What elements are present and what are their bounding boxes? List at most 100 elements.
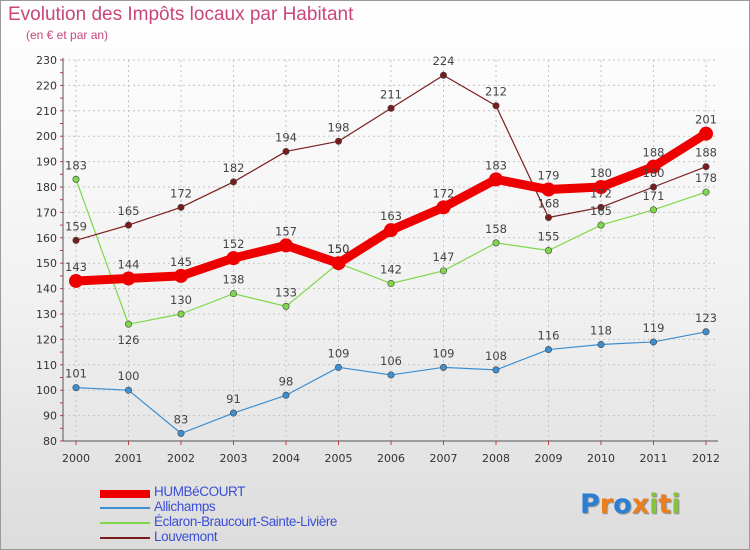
logo-letter: i [649,489,659,520]
data-label: 159 [65,219,87,233]
data-point [384,223,398,238]
data-point [121,271,136,286]
data-label: 188 [695,146,717,160]
data-label: 155 [538,230,560,244]
data-label: 144 [118,257,140,271]
logo-letter: t [658,489,672,520]
data-point [597,340,605,348]
data-point [282,302,290,310]
data-label: 109 [433,346,455,360]
data-label: 138 [223,273,245,287]
data-label: 178 [695,171,717,185]
data-point [387,104,395,112]
data-point [226,251,241,266]
data-label: 130 [170,293,192,307]
y-tick-label: 100 [36,384,57,397]
y-tick-label: 130 [36,308,57,321]
data-label: 224 [433,54,455,68]
legend-swatch [100,490,150,498]
data-label: 158 [485,222,507,236]
data-label: 172 [433,186,455,200]
data-label: 91 [226,392,241,406]
legend-swatch [100,522,150,524]
y-tick-label: 170 [36,206,57,219]
data-point [492,102,500,110]
data-point [702,328,710,336]
chart-title: Evolution des Impôts locaux par Habitant [8,4,354,25]
data-label: 212 [485,85,507,99]
series-line-allichamps [75,331,707,434]
chart-subtitle: (en € et par an) [26,28,109,42]
data-label: 180 [590,166,612,180]
legend-swatch [100,507,150,509]
data-point [436,200,451,215]
data-point [279,238,293,253]
data-point [594,180,608,194]
data-label: 147 [433,250,455,264]
data-point [489,172,503,187]
data-label: 172 [590,186,612,200]
data-point [334,363,342,371]
x-tick-label: 2011 [640,452,668,465]
data-label: 179 [538,169,560,183]
data-label: 150 [328,242,350,256]
data-point [702,188,710,196]
data-label: 180 [643,166,665,180]
logo-letter: r [599,489,614,520]
x-tick-label: 2007 [430,452,458,465]
logo-letter: i [671,489,681,520]
data-point [282,391,290,399]
data-label: 198 [328,120,350,134]
y-tick-label: 210 [36,105,57,118]
data-label: 83 [174,412,189,426]
line-chart: 8090100110120130140150160170180190200210… [36,54,720,465]
y-tick-label: 220 [36,79,57,92]
data-label: 133 [275,285,297,299]
data-point [387,280,395,288]
data-point [492,366,500,374]
data-point [649,183,657,191]
data-label: 183 [65,158,87,172]
x-tick-label: 2005 [325,452,353,465]
x-tick-label: 2008 [482,452,510,465]
data-label: 172 [170,186,192,200]
logo-letter: x [631,489,650,520]
data-label: 108 [485,349,507,363]
x-tick-label: 2000 [62,452,90,465]
data-point [439,267,447,275]
x-tick-label: 2010 [587,452,615,465]
data-label: 123 [695,311,717,325]
logo-letter: P [580,489,600,520]
data-point [702,163,710,171]
x-tick-label: 2009 [535,452,563,465]
data-label: 168 [538,196,560,210]
logo-letter: o [613,489,632,520]
data-label: 201 [695,113,717,127]
data-label: 188 [643,146,665,160]
data-point [699,126,713,141]
data-point [544,346,552,354]
x-tick-label: 2003 [220,452,248,465]
data-point [230,290,238,298]
data-point [230,178,238,186]
data-point [597,221,605,229]
y-tick-label: 110 [36,359,57,372]
data-point [646,159,661,174]
data-label: 152 [223,237,245,251]
data-label: 106 [380,354,402,368]
x-tick-label: 2012 [692,452,720,465]
data-point [177,310,185,318]
y-tick-label: 140 [36,283,57,296]
legend-label: Allichamps [154,499,216,514]
y-tick-label: 80 [43,435,57,448]
y-tick-label: 230 [36,54,57,67]
data-label: 183 [485,158,507,172]
data-point [177,429,185,437]
data-point [177,203,185,211]
data-point [125,386,133,394]
data-point [597,203,605,211]
data-point [72,236,80,244]
data-label: 145 [170,255,192,269]
data-label: 165 [118,204,140,218]
data-point [334,137,342,145]
